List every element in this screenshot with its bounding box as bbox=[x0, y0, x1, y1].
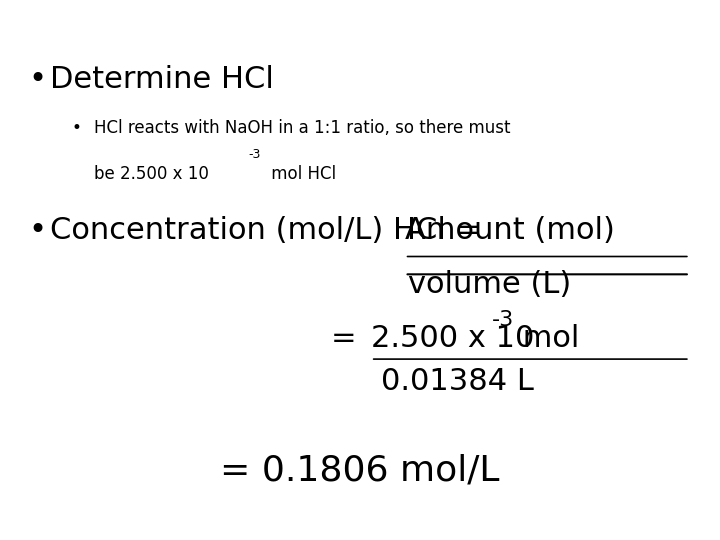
Text: HCl reacts with NaOH in a 1:1 ratio, so there must: HCl reacts with NaOH in a 1:1 ratio, so … bbox=[94, 119, 510, 137]
Text: be 2.500 x 10: be 2.500 x 10 bbox=[94, 165, 209, 183]
Text: =: = bbox=[331, 324, 366, 353]
Text: mol HCl: mol HCl bbox=[266, 165, 336, 183]
Text: •: • bbox=[29, 65, 47, 94]
Text: •: • bbox=[29, 216, 47, 245]
Text: mol: mol bbox=[513, 324, 579, 353]
Text: = 0.1806 mol/L: = 0.1806 mol/L bbox=[220, 454, 500, 488]
Text: -3: -3 bbox=[492, 310, 514, 330]
Text: Determine HCl: Determine HCl bbox=[50, 65, 274, 94]
Text: 0.01384 L: 0.01384 L bbox=[381, 367, 534, 396]
Text: volume (L): volume (L) bbox=[408, 270, 571, 299]
Text: •: • bbox=[72, 119, 82, 137]
Text: Concentration (mol/L) HCl =: Concentration (mol/L) HCl = bbox=[50, 216, 491, 245]
Text: -3: -3 bbox=[248, 148, 261, 161]
Text: Amount (mol): Amount (mol) bbox=[405, 216, 614, 245]
Text: 2.500 x 10: 2.500 x 10 bbox=[371, 324, 534, 353]
